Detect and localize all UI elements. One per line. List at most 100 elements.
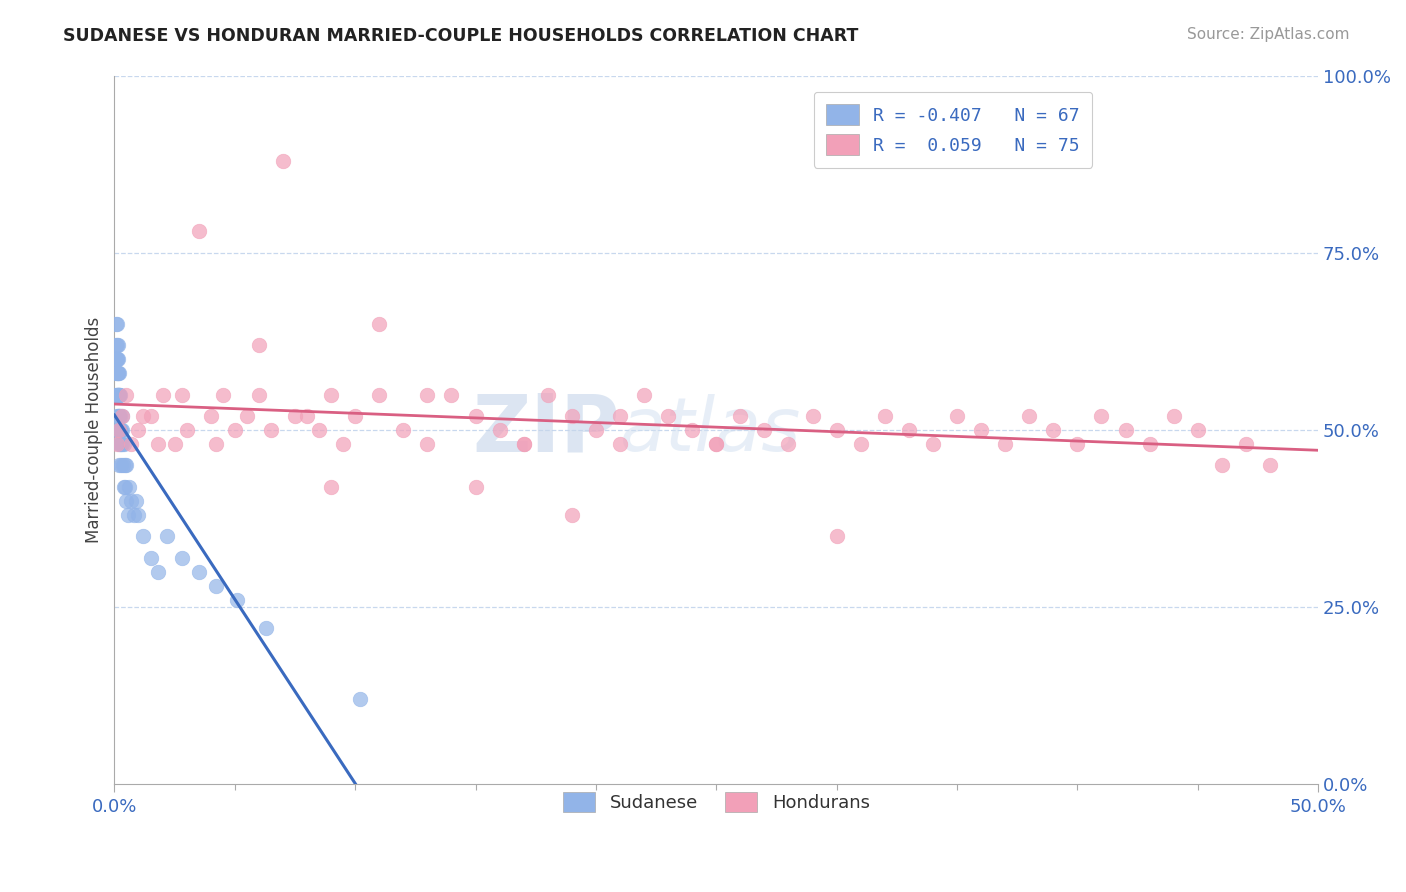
Point bbox=[107, 387, 129, 401]
Point bbox=[105, 366, 128, 380]
Point bbox=[105, 317, 128, 331]
Point bbox=[107, 423, 129, 437]
Point bbox=[115, 387, 138, 401]
Point bbox=[537, 387, 560, 401]
Point bbox=[512, 437, 534, 451]
Point bbox=[111, 409, 134, 423]
Point bbox=[319, 480, 342, 494]
Point bbox=[657, 409, 679, 423]
Point bbox=[368, 317, 391, 331]
Point bbox=[108, 423, 131, 437]
Point bbox=[107, 387, 129, 401]
Point bbox=[1139, 437, 1161, 451]
Point bbox=[108, 409, 131, 423]
Point bbox=[200, 409, 222, 423]
Point bbox=[108, 366, 131, 380]
Point bbox=[730, 409, 752, 423]
Text: ZIP: ZIP bbox=[472, 391, 620, 469]
Point bbox=[107, 409, 129, 423]
Point bbox=[105, 352, 128, 367]
Point bbox=[284, 409, 307, 423]
Point bbox=[1258, 458, 1281, 473]
Text: SUDANESE VS HONDURAN MARRIED-COUPLE HOUSEHOLDS CORRELATION CHART: SUDANESE VS HONDURAN MARRIED-COUPLE HOUS… bbox=[63, 27, 859, 45]
Point bbox=[187, 565, 209, 579]
Point bbox=[1090, 409, 1112, 423]
Point bbox=[226, 593, 249, 607]
Point bbox=[897, 423, 920, 437]
Point bbox=[115, 494, 138, 508]
Point bbox=[260, 423, 283, 437]
Point bbox=[609, 437, 631, 451]
Point bbox=[118, 480, 141, 494]
Point bbox=[247, 338, 270, 352]
Point bbox=[107, 338, 129, 352]
Point bbox=[236, 409, 259, 423]
Point bbox=[107, 409, 129, 423]
Point bbox=[111, 458, 134, 473]
Point bbox=[111, 409, 134, 423]
Point bbox=[1187, 423, 1209, 437]
Point bbox=[319, 387, 342, 401]
Point bbox=[156, 529, 179, 543]
Point bbox=[561, 508, 583, 522]
Point bbox=[970, 423, 993, 437]
Point bbox=[392, 423, 415, 437]
Point bbox=[187, 225, 209, 239]
Point bbox=[110, 437, 132, 451]
Point bbox=[801, 409, 824, 423]
Point bbox=[344, 409, 367, 423]
Point bbox=[110, 458, 132, 473]
Point bbox=[105, 352, 128, 367]
Point bbox=[849, 437, 872, 451]
Point bbox=[125, 494, 148, 508]
Point bbox=[1042, 423, 1064, 437]
Point bbox=[211, 387, 233, 401]
Point bbox=[254, 622, 277, 636]
Point bbox=[108, 458, 131, 473]
Point bbox=[204, 579, 226, 593]
Point bbox=[825, 423, 848, 437]
Point bbox=[146, 565, 169, 579]
Point bbox=[108, 387, 131, 401]
Point bbox=[609, 409, 631, 423]
Point bbox=[704, 437, 727, 451]
Point bbox=[170, 550, 193, 565]
Point bbox=[1066, 437, 1088, 451]
Point bbox=[704, 437, 727, 451]
Point bbox=[107, 352, 129, 367]
Point bbox=[633, 387, 655, 401]
Point bbox=[107, 387, 129, 401]
Point bbox=[127, 508, 149, 522]
Point bbox=[105, 387, 128, 401]
Point bbox=[114, 458, 136, 473]
Point bbox=[139, 409, 162, 423]
Point bbox=[778, 437, 800, 451]
Point bbox=[271, 153, 294, 168]
Point bbox=[585, 423, 607, 437]
Point bbox=[105, 409, 128, 423]
Point bbox=[440, 387, 463, 401]
Point bbox=[1211, 458, 1233, 473]
Point bbox=[108, 423, 131, 437]
Point bbox=[946, 409, 969, 423]
Point bbox=[825, 529, 848, 543]
Point bbox=[163, 437, 186, 451]
Point bbox=[108, 437, 131, 451]
Point bbox=[754, 423, 776, 437]
Point bbox=[146, 437, 169, 451]
Point bbox=[994, 437, 1017, 451]
Point bbox=[488, 423, 510, 437]
Point bbox=[117, 508, 139, 522]
Legend: Sudanese, Hondurans: Sudanese, Hondurans bbox=[550, 779, 883, 825]
Point bbox=[139, 550, 162, 565]
Point bbox=[104, 338, 127, 352]
Point bbox=[170, 387, 193, 401]
Point bbox=[1018, 409, 1040, 423]
Point bbox=[464, 480, 486, 494]
Point bbox=[368, 387, 391, 401]
Point bbox=[922, 437, 945, 451]
Point bbox=[416, 437, 439, 451]
Point bbox=[105, 338, 128, 352]
Point bbox=[105, 317, 128, 331]
Point bbox=[104, 366, 127, 380]
